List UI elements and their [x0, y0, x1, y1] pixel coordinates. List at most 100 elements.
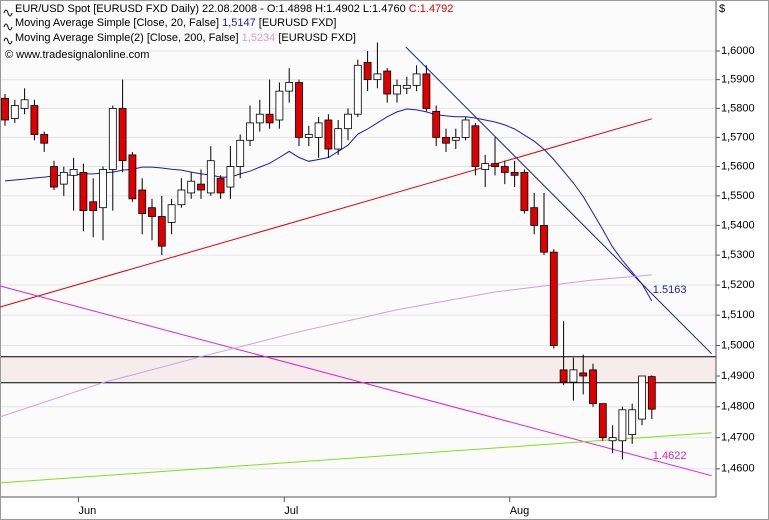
candle-body — [324, 119, 333, 150]
candle-body — [461, 119, 470, 138]
y-tick-label: 1,5700 — [721, 131, 755, 143]
y-tick-label: 1,5100 — [721, 309, 755, 321]
candle-body — [520, 171, 529, 212]
y-tick-label: 1,5800 — [721, 102, 755, 114]
chart-title: EUR/USD Spot [EURUSD FXD Daily) 22.08.20… — [15, 3, 453, 15]
y-tick-label: 1,5300 — [721, 249, 755, 261]
candle-body — [589, 369, 597, 405]
candle-body — [30, 105, 39, 135]
legend-name: Moving Average Simple [Close, 20, False] — [15, 17, 219, 29]
y-tick-label: 1,5900 — [721, 74, 755, 86]
trendline — [0, 285, 712, 477]
candle-body — [79, 171, 88, 212]
moving-average — [0, 274, 652, 418]
candle-body — [540, 225, 548, 253]
candle-body — [647, 376, 656, 410]
candle-body — [491, 163, 499, 167]
candle-body — [383, 70, 392, 95]
candle-body — [255, 113, 264, 124]
trendline-label: 1.5163 — [653, 284, 687, 296]
icon — [3, 9, 13, 17]
candle-body — [569, 369, 578, 383]
legend-value: 1,5234 — [242, 32, 276, 44]
x-tick-label: Jul — [284, 505, 298, 517]
candle-body — [549, 251, 558, 346]
candle-body — [422, 73, 431, 109]
y-tick-label: 1,5000 — [721, 339, 755, 351]
candle-body — [187, 180, 196, 194]
candle-body — [334, 128, 343, 150]
candle-body — [108, 108, 117, 170]
candle-body — [510, 171, 519, 176]
y-tick-label: 1,4800 — [721, 401, 755, 413]
legend-value: 1,5147 — [222, 17, 256, 29]
candle-body — [481, 163, 490, 170]
legend-entry: Moving Average Simple [Close, 20, False]… — [15, 17, 336, 29]
candle-body — [206, 160, 215, 194]
candle-body — [628, 409, 637, 435]
y-tick-label: 1,5200 — [721, 279, 755, 291]
candle-body — [167, 204, 176, 223]
candle-body — [579, 372, 588, 377]
candle-body — [598, 403, 607, 439]
candle-body — [69, 169, 78, 176]
y-tick-label: 1,6000 — [721, 45, 755, 57]
candle-body — [432, 110, 441, 138]
trendline — [0, 118, 652, 308]
candle-body — [20, 99, 29, 109]
candle-body — [10, 105, 19, 119]
candle-body — [295, 82, 303, 138]
candle-body — [265, 113, 274, 124]
candle-body — [50, 166, 58, 188]
candle-body — [40, 134, 49, 144]
trendline-label: 1.4622 — [653, 450, 687, 462]
candle-body — [89, 201, 98, 212]
candle-body — [373, 73, 382, 81]
title-close: C:1.4792 — [409, 3, 454, 15]
candle-body — [530, 207, 539, 226]
candle-body — [1, 97, 9, 121]
legend-name: Moving Average Simple(2) [Close, 200, Fa… — [15, 32, 239, 44]
y-tick-label: 1,4600 — [721, 463, 755, 475]
candle-body — [226, 166, 235, 188]
candle-body — [118, 108, 127, 162]
trendline — [0, 432, 712, 484]
candle-body — [393, 84, 401, 95]
candle-body — [236, 139, 245, 167]
candle-body — [157, 216, 166, 247]
candle-body — [197, 183, 205, 191]
candle-body — [285, 82, 294, 92]
y-tick-label: 1,4700 — [721, 432, 755, 444]
y-tick-label: 1,5600 — [721, 160, 755, 172]
candle-body — [128, 154, 137, 200]
legend-suffix: [EURUSD FXD] — [278, 32, 356, 44]
candle-body — [344, 113, 352, 130]
plot — [0, 42, 716, 484]
legend-entry: Moving Average Simple(2) [Close, 200, Fa… — [15, 32, 356, 44]
y-tick-label: 1,4900 — [721, 370, 755, 382]
y-axis-label: $ — [719, 3, 725, 15]
candle-body — [177, 189, 186, 206]
candle-body — [402, 84, 411, 89]
trendline — [405, 46, 712, 355]
copyright: © www.tradesignalonline.com — [5, 49, 149, 61]
candle-body — [148, 207, 156, 217]
header: EUR/USD Spot [EURUSD FXD Daily) 22.08.20… — [3, 3, 453, 61]
candle-body — [500, 166, 509, 173]
candle-body — [314, 122, 323, 138]
candle-body — [59, 171, 68, 185]
candle-body — [442, 136, 450, 144]
legend-suffix: [EURUSD FXD] — [259, 17, 337, 29]
candle-body — [618, 409, 627, 442]
title-text: EUR/USD Spot [EURUSD FXD Daily) 22.08.20… — [15, 3, 406, 15]
icon — [3, 23, 13, 31]
candle-body — [559, 369, 568, 383]
y-tick-label: 1,5400 — [721, 219, 755, 231]
y-tick-label: 1,5500 — [721, 190, 755, 202]
candle-body — [363, 62, 372, 81]
candle-body — [275, 90, 284, 121]
candle-body — [246, 122, 254, 141]
x-tick-label: Aug — [510, 505, 530, 517]
candle-body — [138, 189, 147, 214]
